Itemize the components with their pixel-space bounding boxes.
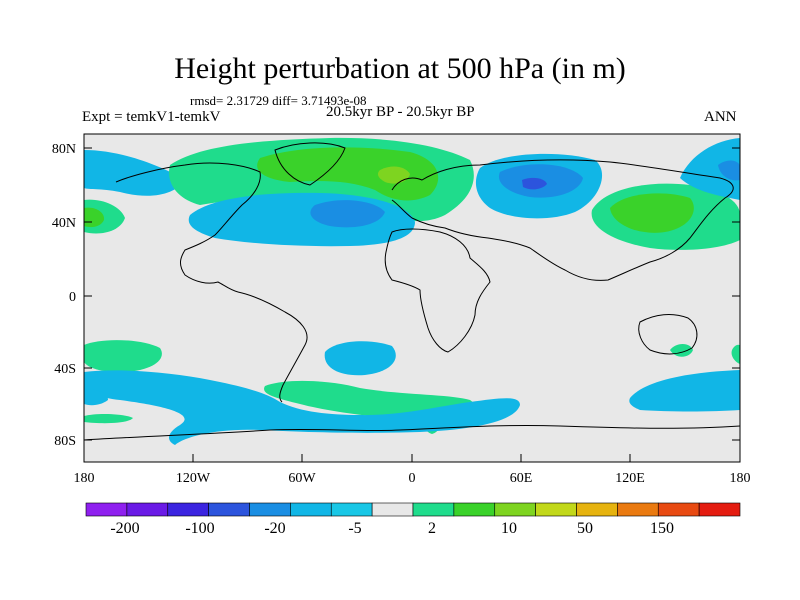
- colorbar-swatch: [657, 502, 700, 517]
- colorbar-swatch: [698, 502, 741, 517]
- anomaly-south-atlantic-negative: [324, 341, 396, 376]
- coastlines: [84, 142, 740, 441]
- colorbar-label-neg5: -5: [348, 520, 361, 537]
- colorbar-label-2: 2: [428, 520, 436, 537]
- colorbar-swatch: [208, 502, 250, 517]
- experiment-label: Expt = temkV1-temkV: [82, 109, 221, 125]
- lon-tick-120w: 120W: [176, 471, 211, 486]
- colorbar-swatch: [576, 502, 618, 517]
- colorbar-swatch: [85, 502, 128, 517]
- lon-tick-180w: 180: [74, 471, 95, 486]
- anomaly-north-atlantic-negative: [188, 192, 415, 247]
- anomaly-siberia-peak: [522, 177, 547, 190]
- colorbar-swatch: [371, 502, 414, 517]
- anomaly-south-pacific-east-negative: [629, 370, 740, 412]
- coast-greenland: [274, 142, 346, 186]
- lon-tick-120e: 120E: [615, 471, 645, 486]
- plot-title: Height perturbation at 500 hPa (in m): [174, 52, 626, 85]
- coast-eurasia: [391, 159, 734, 281]
- colorbar-label-neg20: -20: [264, 520, 285, 537]
- anomaly-southern-ocean-small-positive: [84, 413, 133, 424]
- anomaly-south-pacific-positive: [84, 340, 162, 372]
- anomaly-north-pacific-west: [84, 150, 185, 196]
- colorbar-swatch: [330, 502, 373, 517]
- anomaly-greenland-scandinavia-peak: [377, 166, 410, 184]
- lat-tick-80n: 80N: [52, 142, 76, 157]
- lat-tick-40n: 40N: [52, 216, 76, 231]
- anomaly-southern-ocean-west-patch: [84, 389, 108, 406]
- anomaly-southern-ocean-negative: [84, 370, 520, 445]
- anomaly-north-pacific-east-core: [718, 160, 740, 181]
- coast-australia: [638, 314, 698, 355]
- colorbar-swatch: [494, 502, 536, 517]
- anomaly-fields: [84, 137, 740, 445]
- colorbar-swatch: [290, 502, 332, 517]
- season-label: ANN: [704, 109, 737, 125]
- colorbar-label-150: 150: [650, 520, 674, 537]
- period-label: 20.5kyr BP - 20.5kyr BP: [326, 104, 475, 120]
- coast-antarctica: [84, 424, 740, 441]
- colorbar-swatch: [249, 502, 291, 517]
- colorbar-swatch: [617, 502, 659, 517]
- anomaly-north-pacific-east: [680, 138, 740, 200]
- anomaly-east-edge-positive: [731, 344, 740, 364]
- lon-tick-180e: 180: [730, 471, 751, 486]
- colorbar-label-neg200: -200: [110, 520, 139, 537]
- coast-north-america: [115, 162, 261, 293]
- colorbar-swatch: [535, 502, 577, 517]
- lon-tick-60e: 60E: [510, 471, 533, 486]
- colorbar-swatch: [453, 502, 496, 517]
- colorbar-swatch: [412, 502, 455, 517]
- coast-south-america: [237, 291, 308, 403]
- colorbar: [85, 502, 741, 517]
- colorbar-label-10: 10: [501, 520, 517, 537]
- colorbar-swatch: [126, 502, 169, 517]
- lat-tick-40s: 40S: [54, 362, 76, 377]
- anomaly-greenland-scandinavia-core: [257, 147, 439, 201]
- anomaly-north-atlantic-core: [310, 200, 385, 228]
- lat-tick-0: 0: [69, 290, 76, 305]
- colorbar-label-50: 50: [577, 520, 593, 537]
- stats-line: rmsd= 2.31729 diff= 3.71493e-08: [190, 93, 367, 108]
- lat-tick-80s: 80S: [54, 434, 76, 449]
- lon-tick-0: 0: [409, 471, 416, 486]
- anomaly-east-asia-core: [610, 193, 694, 233]
- tick-marks: [83, 147, 741, 462]
- lon-tick-60w: 60W: [288, 471, 316, 486]
- colorbar-label-neg100: -100: [185, 520, 214, 537]
- coast-africa: [384, 228, 491, 353]
- colorbar-swatch: [167, 502, 209, 517]
